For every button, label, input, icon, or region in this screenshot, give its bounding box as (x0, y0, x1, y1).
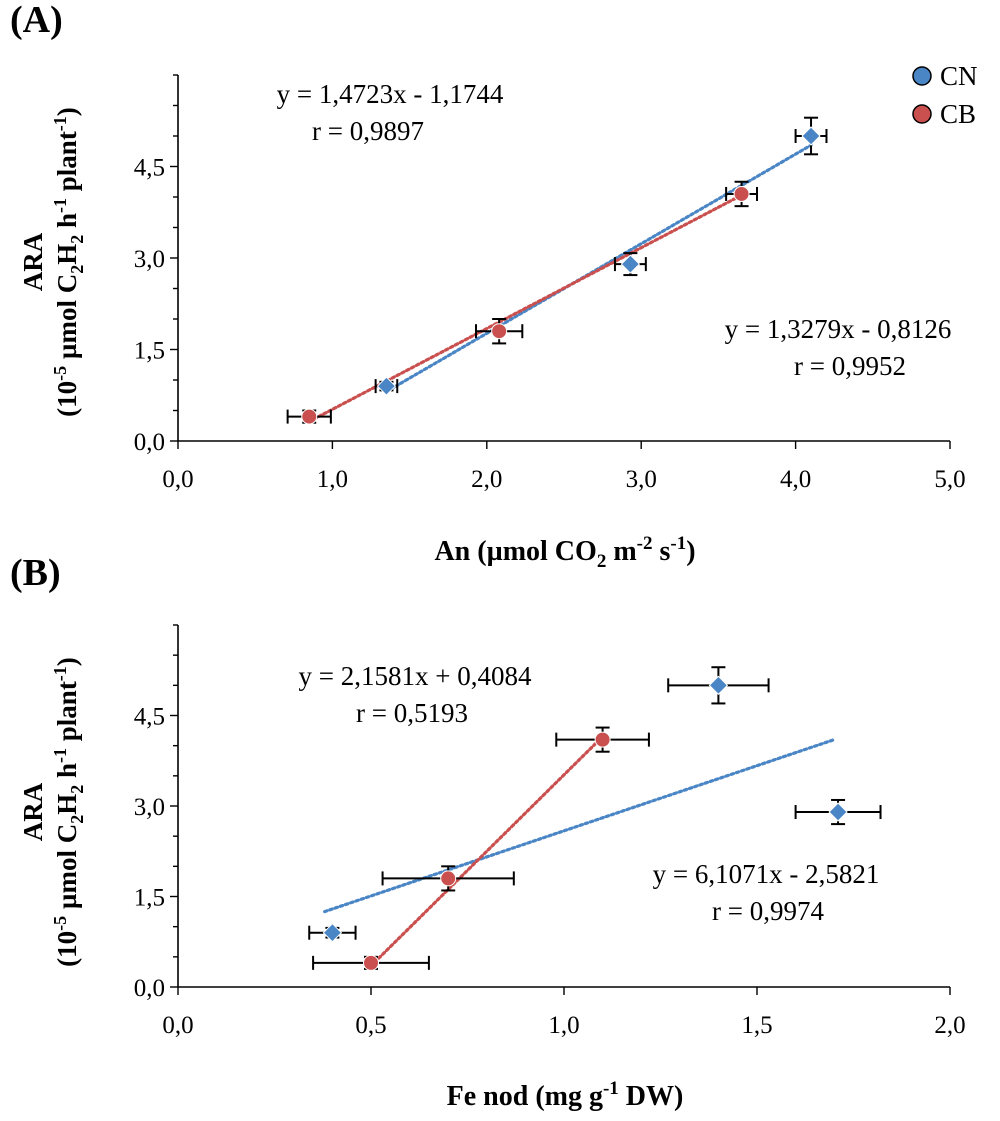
marker-diamond (322, 922, 343, 943)
panel-a-annotation-2-equation: y = 1,3279x - 0,8126 (725, 314, 952, 344)
marker-circle (594, 731, 611, 748)
panel-b-y-tick-label: 1,5 (134, 885, 165, 912)
legend-swatch-cn (912, 66, 932, 86)
panel-a-y-tick-label: 3,0 (134, 246, 165, 273)
panel-a-point-cn (794, 116, 828, 156)
legend-item-cb: CB (912, 99, 976, 129)
panel-b-trendlines (323, 735, 836, 968)
marker-circle (491, 323, 508, 340)
legend-label-cn: CN (940, 61, 978, 91)
panel-b-annotation-2-r: r = 0,9974 (712, 896, 824, 926)
panel-b-point-cn (794, 798, 882, 826)
panel-b-annotation-1-r: r = 0,5193 (356, 698, 468, 728)
panel-b-point-cn (308, 922, 357, 943)
marker-circle (363, 954, 379, 971)
panel-a-point-cn (374, 376, 399, 396)
panel-a-x-tick-label: 5,0 (934, 466, 965, 493)
panel-a-x-tick-label: 0,0 (162, 466, 193, 493)
panel-a-point-cb (286, 408, 332, 425)
panel-b-y-title-line2: (10-5 µmol C2H2 h-1 plant-1) (50, 657, 87, 967)
panel-a-annotation-2: y = 1,3279x - 0,8126 r = 0,9952 (725, 314, 952, 381)
marker-circle (440, 870, 457, 887)
legend: CN CB (912, 61, 978, 129)
panel-a-y-title-line1: ARA (18, 232, 48, 291)
panel-b-x-tick-label: 1,5 (741, 1012, 772, 1039)
panel-b-x-tick-label: 2,0 (934, 1012, 965, 1039)
panel-a-annotation-2-r: r = 0,9952 (794, 351, 906, 381)
panel-a-annotation-1-equation: y = 1,4723x - 1,1744 (277, 79, 504, 109)
panel-b-trendline-cb (369, 735, 605, 968)
panel-a-x-tick-label: 4,0 (780, 466, 811, 493)
panel-b-y-title: ARA (10-5 µmol C2H2 h-1 plant-1) (18, 657, 87, 967)
panel-a-x-title: An (µmol CO2 m-2 s-1) (434, 533, 695, 572)
panel-a-y-tick-label: 1,5 (134, 338, 165, 365)
panel-a-point-cb (474, 318, 524, 345)
panel-b-y-tick-label: 4,5 (134, 704, 165, 731)
panel-b-annotation-1-equation: y = 2,1581x + 0,4084 (299, 661, 532, 691)
marker-circle (733, 185, 750, 202)
panel-b-point-cn (667, 666, 770, 705)
panel-b-y-tick-label: 0,0 (134, 975, 165, 1002)
panel-a-x-tick-label: 3,0 (626, 466, 657, 493)
panel-a-axes: 0,0 1,5 3,0 4,5 0,0 1,0 2,0 3,0 4,0 5,0 (134, 74, 966, 493)
panel-a-x-tick-label: 2,0 (471, 466, 502, 493)
panel-a-x-tick-label: 1,0 (317, 466, 348, 493)
panel-a: (A) ARA (10-5 µmol C2H2 h-1 plant-1) 0,0… (10, 0, 978, 572)
panel-a-y-title-line2: (10-5 µmol C2H2 h-1 plant-1) (50, 107, 87, 417)
panel-a-annotation-1-r: r = 0,9897 (312, 116, 424, 146)
panel-a-y-tick-label: 0,0 (134, 429, 165, 456)
panel-b-annotation-2-equation: y = 6,1071x - 2,5821 (653, 859, 880, 889)
panel-a-y-title: ARA (10-5 µmol C2H2 h-1 plant-1) (18, 107, 87, 417)
panel-b-x-tick-label: 0,5 (355, 1012, 386, 1039)
panel-b: (B) ARA (10-5 µmol C2H2 h-1 plant-1) 0,0… (10, 552, 966, 1112)
legend-swatch-cb (912, 104, 932, 124)
panel-b-annotation-2: y = 6,1071x - 2,5821 r = 0,9974 (653, 859, 880, 926)
panel-a-y-tick-label: 4,5 (134, 155, 165, 182)
panel-a-point-cb (725, 180, 758, 208)
panel-b-point-cb (555, 726, 650, 753)
marker-diamond (828, 802, 848, 822)
panel-b-x-tick-label: 1,0 (548, 1012, 579, 1039)
marker-diamond (801, 126, 821, 146)
panel-b-trendline-cn (323, 738, 836, 914)
panel-a-points (286, 116, 828, 425)
panel-a-trendline-cb (307, 193, 744, 424)
panel-a-label: (A) (10, 0, 63, 41)
panel-a-annotation-1: y = 1,4723x - 1,1744 r = 0,9897 (277, 79, 504, 146)
panel-b-point-cb (312, 954, 430, 971)
marker-diamond (376, 376, 397, 396)
panel-b-axes: 0,0 1,5 3,0 4,5 0,0 0,5 1,0 1,5 2,0 (134, 624, 966, 1039)
panel-a-point-cn (613, 252, 647, 277)
marker-diamond (708, 675, 729, 696)
panel-b-points (308, 666, 882, 971)
panel-b-x-title: Fe nod (mg g-1 DW) (447, 1078, 684, 1112)
marker-circle (301, 408, 318, 425)
legend-item-cn: CN (912, 61, 978, 91)
panel-b-x-tick-label: 0,0 (162, 1012, 193, 1039)
panel-b-point-cb (381, 865, 515, 892)
panel-b-y-tick-label: 3,0 (134, 794, 165, 821)
panel-b-y-title-line1: ARA (18, 782, 48, 841)
panel-b-label: (B) (10, 552, 61, 594)
panel-b-annotation-1: y = 2,1581x + 0,4084 r = 0,5193 (299, 661, 532, 728)
marker-diamond (620, 254, 641, 274)
legend-label-cb: CB (940, 99, 976, 129)
